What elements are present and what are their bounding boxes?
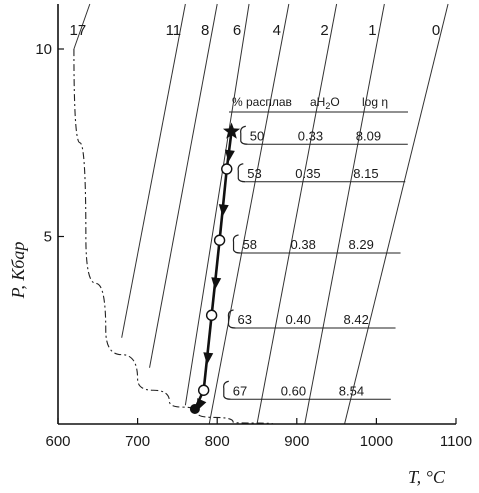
path-arrow — [203, 352, 214, 365]
open-circle-marker — [221, 163, 233, 175]
row-melt: 67 — [233, 383, 247, 398]
y-tick-label: 10 — [35, 41, 52, 58]
isopleth-label: 17 — [69, 22, 86, 39]
isopleth-line — [121, 3, 186, 338]
isopleth-line — [149, 3, 218, 368]
row-ah2o: 0.60 — [281, 383, 306, 398]
row-logeta: 8.29 — [349, 237, 374, 252]
row-logeta: 8.15 — [353, 166, 378, 181]
row-bracket — [237, 163, 246, 183]
open-circle-marker — [197, 384, 210, 396]
isopleth-line — [304, 3, 385, 425]
table-header-logeta: log η — [362, 95, 388, 109]
isopleth-label: 4 — [273, 22, 281, 39]
solidus-curve — [73, 48, 274, 425]
isopleth-label: 2 — [320, 22, 328, 39]
path-arrow — [224, 149, 235, 163]
row-ah2o: 0.33 — [298, 128, 323, 143]
row-logeta: 8.42 — [344, 312, 369, 327]
x-tick-label: 1000 — [360, 433, 393, 450]
isopleth-label: 6 — [233, 22, 241, 39]
annotation-table: % расплав aH2O log η 50 0.33 8.09 53 0.35 8.15 58… — [223, 95, 408, 400]
isopleth-line — [344, 3, 449, 425]
x-tick-label: 800 — [205, 433, 230, 450]
isopleth-line — [184, 3, 250, 406]
isopleth-label: 8 — [201, 22, 209, 39]
isopleth-line — [208, 3, 290, 425]
row-melt: 50 — [250, 128, 264, 143]
row-bracket — [232, 234, 241, 254]
path-arrow — [218, 204, 229, 217]
open-circle-marker — [205, 309, 218, 321]
isopleth-label: 1 — [368, 22, 376, 39]
y-axis-label: P, Кбар — [8, 242, 28, 300]
start-star-marker — [222, 122, 241, 139]
isopleth-label: 0 — [432, 22, 440, 39]
isopleth-labels: 17 11 8 6 4 2 1 0 — [69, 22, 440, 39]
x-tick-label: 1100 — [440, 433, 472, 450]
row-logeta: 8.09 — [356, 128, 381, 143]
row-melt: 53 — [247, 166, 261, 181]
x-tick-label: 900 — [284, 433, 309, 450]
row-ah2o: 0.38 — [291, 237, 316, 252]
table-header-ah2o: aH2O — [310, 95, 340, 111]
row-bracket — [227, 309, 236, 329]
isopleth-label: 11 — [166, 22, 182, 39]
table-header-melt: % расплав — [232, 95, 292, 109]
row-bracket — [240, 125, 248, 145]
row-ah2o: 0.40 — [286, 312, 311, 327]
isopleth-line — [73, 3, 91, 50]
x-tick-label: 600 — [45, 433, 70, 450]
end-filled-marker — [189, 404, 200, 414]
y-tick-label: 5 — [44, 229, 52, 246]
x-tick-label: 700 — [125, 433, 150, 450]
row-ah2o: 0.35 — [295, 166, 320, 181]
isopleth-lines — [73, 3, 449, 425]
row-melt: 63 — [238, 312, 252, 327]
x-axis-label: T, °C — [408, 467, 446, 487]
row-melt: 58 — [243, 237, 257, 252]
plot-frame — [57, 4, 456, 425]
open-circle-marker — [213, 234, 226, 246]
isopleth-line — [256, 3, 338, 425]
path-arrow — [211, 277, 222, 290]
pt-path — [189, 122, 241, 414]
row-bracket — [223, 380, 231, 400]
solidus-line — [73, 48, 274, 425]
row-logeta: 8.54 — [339, 383, 364, 398]
axis-ticks: 600 700 800 900 1000 1100 5 10 — [35, 41, 472, 450]
